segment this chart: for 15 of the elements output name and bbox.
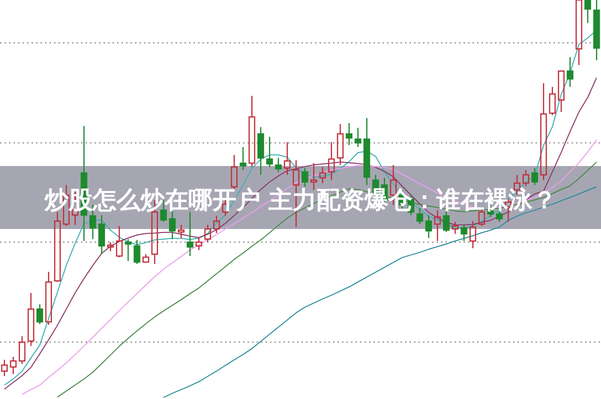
- candlestick: [470, 220, 476, 249]
- candlestick: [169, 210, 176, 240]
- candlestick: [336, 123, 344, 166]
- candlestick: [186, 211, 194, 257]
- candlestick: [284, 142, 291, 176]
- candlestick: [257, 126, 264, 176]
- candlestick: [204, 224, 212, 243]
- candlestick: [178, 224, 185, 239]
- candlestick: [425, 214, 432, 239]
- candlestick: [452, 221, 459, 234]
- candlestick: [10, 356, 17, 375]
- candlestick: [124, 238, 132, 262]
- candlestick: [531, 167, 538, 186]
- candlestick: [363, 117, 370, 186]
- candlestick: [593, 0, 600, 61]
